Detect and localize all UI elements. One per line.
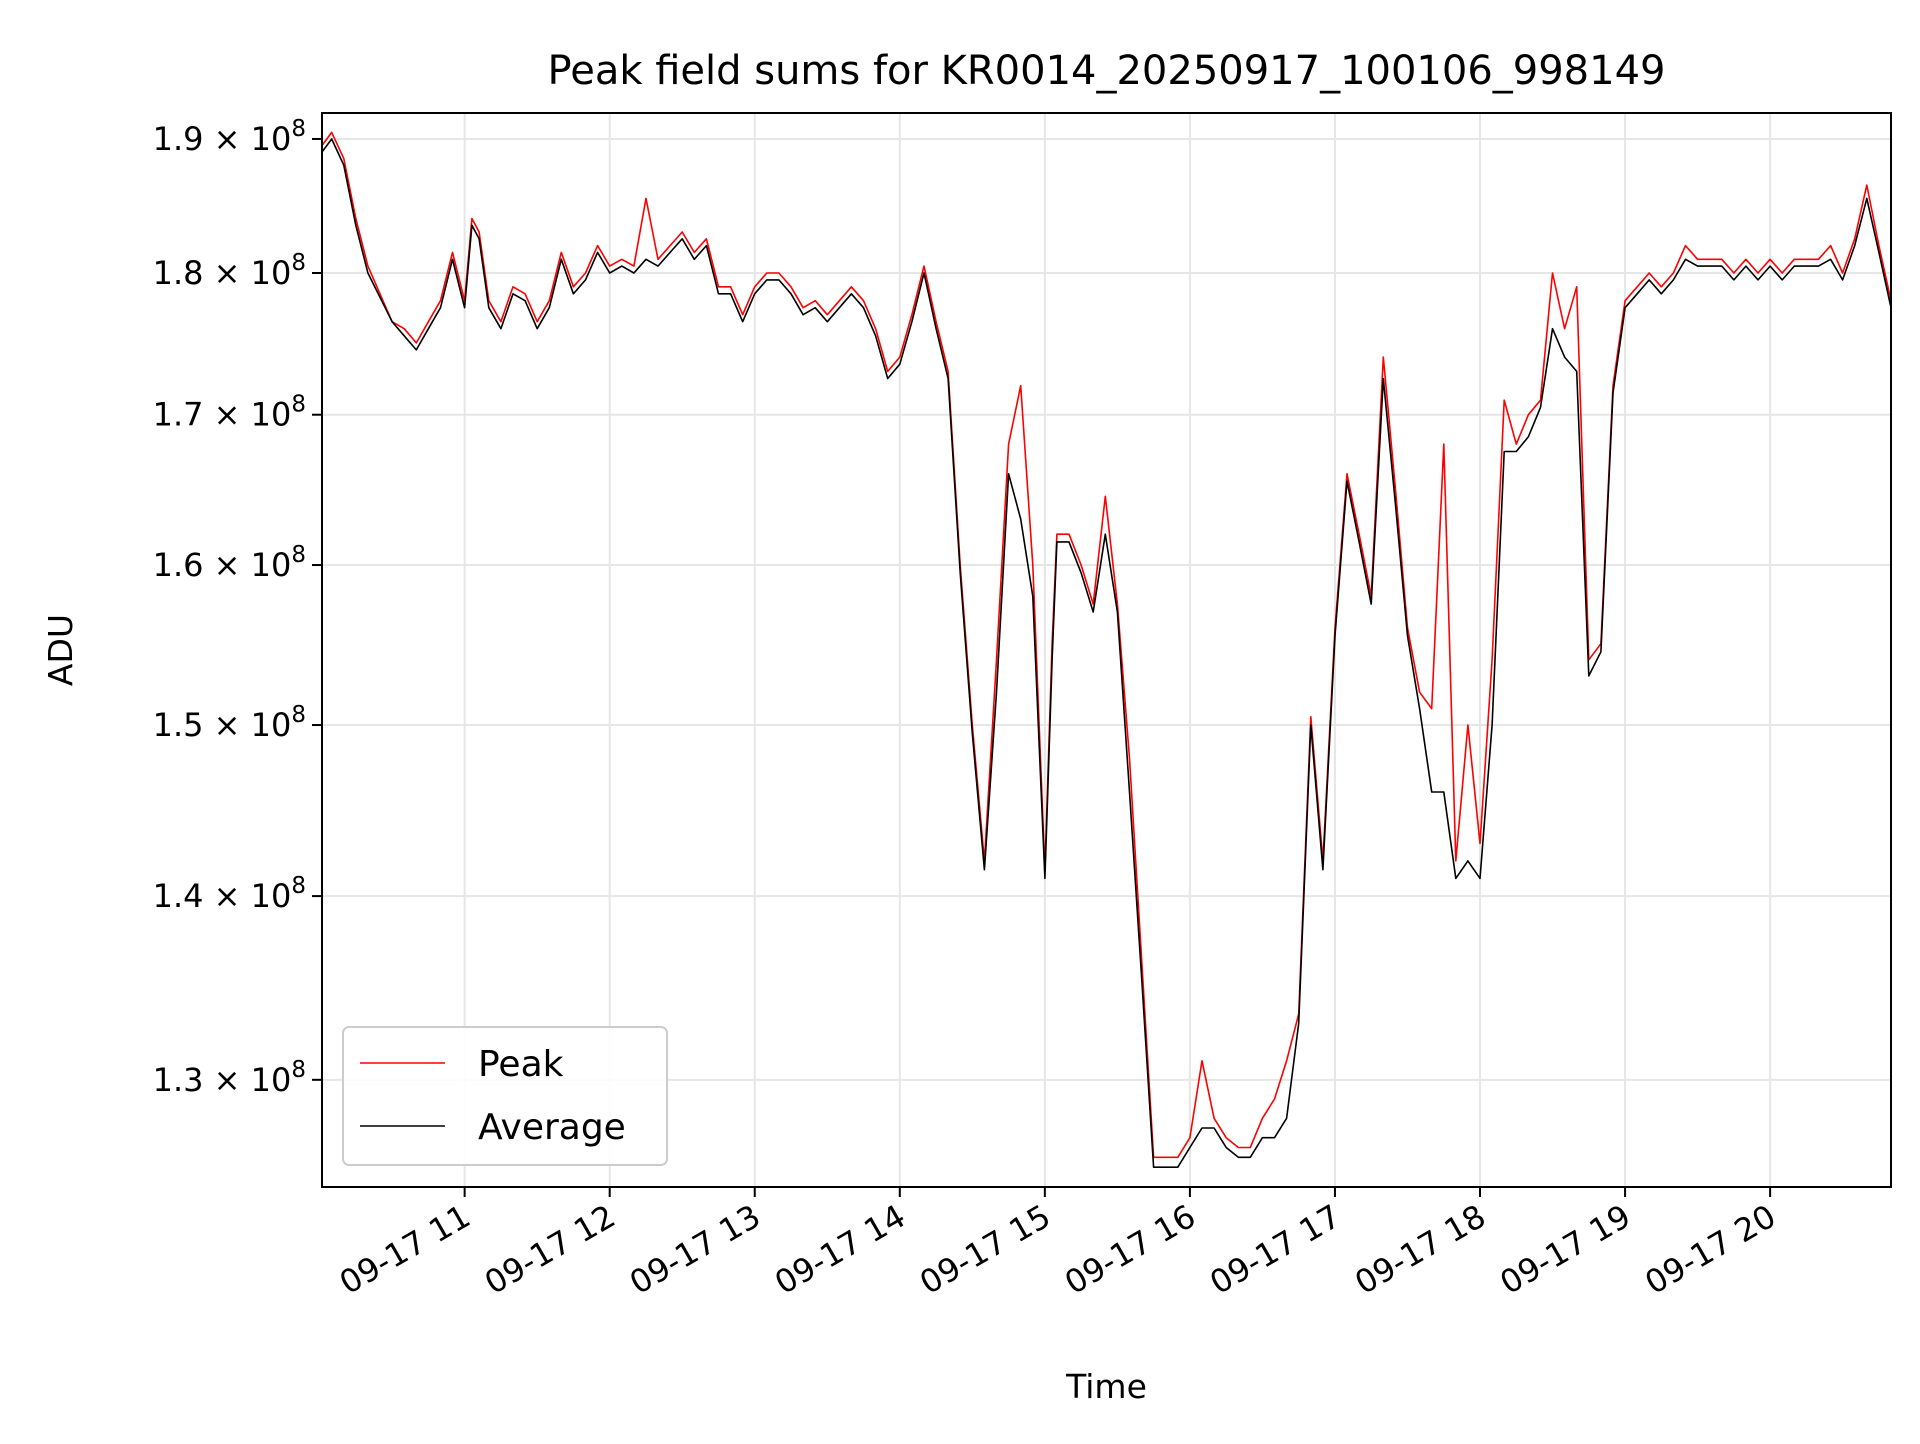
x-tick-label: 09-17 20 xyxy=(1639,1197,1783,1302)
x-tick-label: 09-17 11 xyxy=(333,1197,477,1302)
y-tick-label: 1.9 × 108 xyxy=(153,116,306,158)
y-axis-label: ADU xyxy=(41,614,80,686)
x-tick-label: 09-17 18 xyxy=(1348,1197,1492,1302)
x-tick-label: 09-17 16 xyxy=(1058,1197,1202,1302)
plot-frame xyxy=(321,112,1892,1188)
x-tick-label: 09-17 15 xyxy=(913,1197,1057,1302)
x-tick-label: 09-17 17 xyxy=(1203,1197,1347,1302)
y-tick-label: 1.7 × 108 xyxy=(153,392,306,434)
x-axis-ticks: 09-17 11 09-17 12 09-17 13 09-17 14 09-17 15… xyxy=(333,1187,1782,1302)
x-tick-label: 09-17 19 xyxy=(1493,1197,1637,1302)
x-tick-label: 09-17 14 xyxy=(768,1197,912,1302)
series-layer xyxy=(321,131,1892,1168)
y-tick-label: 1.6 × 108 xyxy=(153,542,306,584)
legend-box xyxy=(342,1026,668,1166)
series-line-peak xyxy=(321,131,1892,1159)
y-tick-label: 1.4 × 108 xyxy=(153,873,306,915)
chart-title: Peak field sums for KR0014_20250917_1001… xyxy=(548,48,1666,94)
series-line-average xyxy=(321,138,1892,1168)
x-tick-label: 09-17 13 xyxy=(623,1197,767,1302)
x-tick-label: 09-17 12 xyxy=(478,1197,622,1302)
y-tick-label: 1.8 × 108 xyxy=(153,250,306,292)
y-axis-ticks: 1.3 × 108 1.4 × 108 1.5 × 108 1.6 × 108 1.7 … xyxy=(153,116,322,1099)
y-tick-label: 1.5 × 108 xyxy=(153,702,306,744)
legend: Peak Average xyxy=(342,1026,668,1166)
y-tick-label: 1.3 × 108 xyxy=(153,1057,306,1099)
x-axis-label: Time xyxy=(1065,1367,1147,1406)
legend-label-peak: Peak xyxy=(478,1044,564,1085)
legend-label-average: Average xyxy=(478,1107,626,1148)
